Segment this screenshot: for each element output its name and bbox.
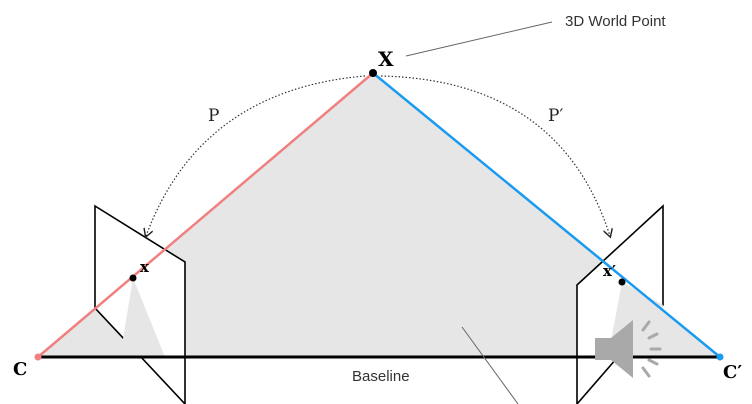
image-point-left-dot (129, 274, 137, 282)
image-point-left-label: x (140, 258, 150, 276)
world-point-dot (369, 69, 377, 77)
baseline-label: Baseline (352, 368, 410, 385)
projection-left-label: P (208, 106, 219, 126)
world-point-label: X (378, 47, 394, 71)
left-image-plane-shade (120, 278, 165, 357)
left-ray (37, 72, 374, 358)
camera-left-label: C (13, 359, 27, 380)
projection-arc-right (380, 75, 610, 236)
speaker-icon[interactable] (595, 320, 662, 378)
epipolar-plane (38, 73, 720, 357)
projection-right-label: P′ (548, 106, 563, 126)
world-point-caption: 3D World Point (565, 13, 666, 30)
world-point-leader-line (405, 21, 553, 57)
image-point-right-label: x′ (603, 262, 616, 280)
plane-leader-line (461, 326, 519, 404)
image-point-right-dot (618, 278, 626, 286)
camera-right-label: C′ (723, 362, 742, 383)
projection-arc-left (146, 75, 366, 236)
camera-center-right-dot (716, 353, 724, 361)
right-ray (372, 72, 721, 358)
camera-center-left-dot (34, 353, 42, 361)
